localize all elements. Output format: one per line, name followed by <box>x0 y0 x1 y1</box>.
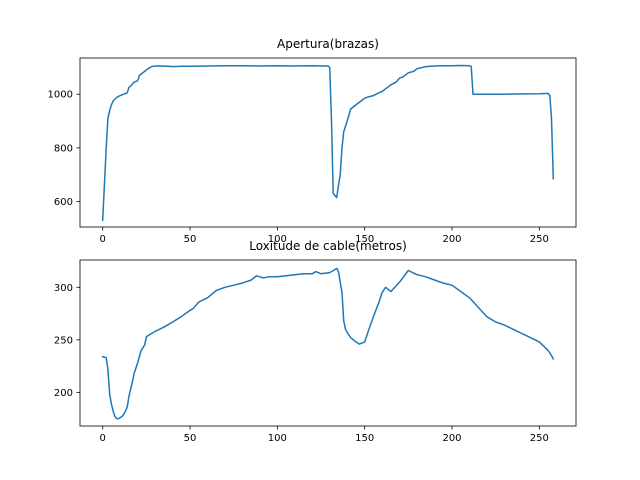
top-x-axis: 0 50 100 150 200 250 <box>100 227 549 245</box>
bottom-x-tick-label: 250 <box>530 433 549 444</box>
bottom-x-tick-label: 50 <box>184 433 197 444</box>
bottom-x-axis: 0 50 100 150 200 250 <box>100 426 549 444</box>
bottom-y-tick-label: 250 <box>54 335 73 346</box>
bottom-y-tick-label: 200 <box>54 388 73 399</box>
top-x-tick-label: 50 <box>184 234 197 245</box>
bottom-subplot: Loxitude de cable(metros) 0 50 100 150 200 25… <box>54 239 577 444</box>
bottom-plot-frame <box>79 259 577 427</box>
bottom-x-tick-label: 150 <box>355 433 374 444</box>
bottom-x-tick-label: 0 <box>100 433 106 444</box>
bottom-x-tick-label: 200 <box>442 433 461 444</box>
top-x-tick-label: 200 <box>442 234 461 245</box>
top-x-tick-label: 150 <box>355 234 374 245</box>
top-y-tick-label: 600 <box>54 197 73 208</box>
bottom-chart-title: Loxitude de cable(metros) <box>249 239 407 253</box>
top-chart-title: Apertura(brazas) <box>277 37 379 51</box>
top-subplot: Apertura(brazas) 0 50 100 150 200 250 600 800 1… <box>48 37 577 245</box>
top-y-tick-label: 1000 <box>48 90 73 101</box>
top-y-axis: 600 800 1000 <box>48 90 80 208</box>
bottom-x-tick-label: 100 <box>268 433 287 444</box>
top-y-tick-label: 800 <box>54 143 73 154</box>
top-x-tick-label: 100 <box>268 234 287 245</box>
top-x-tick-label: 250 <box>530 234 549 245</box>
top-plot-frame <box>79 57 577 228</box>
bottom-series-line <box>101 267 555 420</box>
bottom-y-axis: 200 250 300 <box>54 283 80 399</box>
top-x-tick-label: 0 <box>100 234 106 245</box>
top-series-line <box>101 64 555 222</box>
bottom-y-tick-label: 300 <box>54 283 73 294</box>
